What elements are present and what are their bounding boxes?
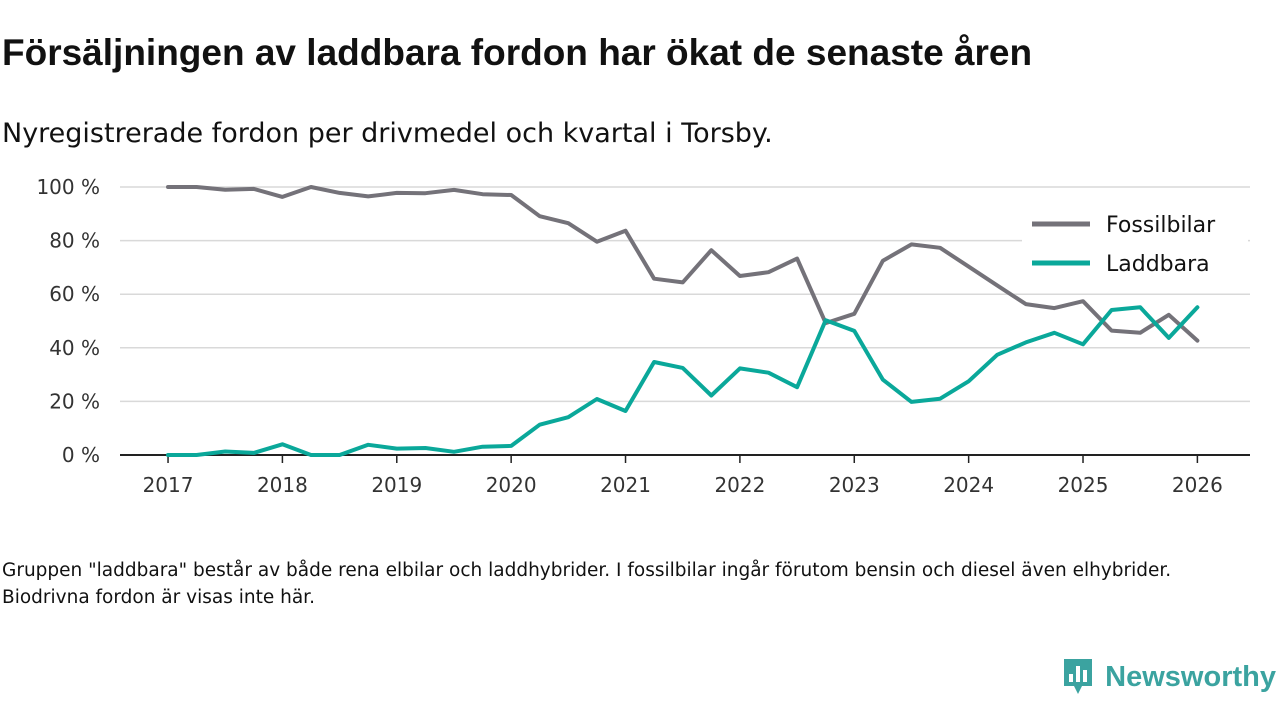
x-tick-label: 2024 (943, 473, 994, 497)
chart-title: Försäljningen av laddbara fordon har öka… (2, 32, 1033, 73)
x-axis: 2017 2018 2019 2020 2021 2022 2023 2024 2025 2026 (120, 454, 1250, 497)
legend-label-fossilbilar: Fossilbilar (1106, 213, 1216, 238)
series-line-fossilbilar (166, 185, 1200, 343)
x-tick-label: 2018 (257, 473, 308, 497)
newsworthy-logo-icon (1064, 659, 1093, 694)
x-tick-label: 2022 (714, 473, 765, 497)
y-tick-label: 100 % (36, 175, 100, 199)
chart-subtitle: Nyregistrerade fordon per drivmedel och … (2, 118, 773, 149)
x-tick-label: 2023 (829, 473, 880, 497)
x-tick-label: 2025 (1058, 473, 1109, 497)
brand-logo[interactable]: Newsworthy (1061, 655, 1276, 699)
legend: Fossilbilar Laddbara (1022, 203, 1248, 285)
footnote: Gruppen "laddbara" består av både rena e… (2, 560, 1172, 608)
x-tick-label: 2021 (600, 473, 651, 497)
brand-name: Newsworthy (1105, 660, 1276, 693)
x-tick-label: 2017 (143, 473, 194, 497)
legend-label-laddbara: Laddbara (1106, 252, 1210, 277)
x-tick-label: 2026 (1172, 473, 1223, 497)
legend-background (1022, 203, 1248, 285)
y-axis-tick-labels: 0 % 20 % 40 % 60 % 80 % 100 % (36, 175, 100, 467)
x-tick-label: 2019 (371, 473, 422, 497)
y-tick-label: 0 % (62, 443, 100, 467)
series-lines (166, 185, 1200, 457)
line-chart: 0 % 20 % 40 % 60 % 80 % 100 % 2017 2018 2019 202… (36, 175, 1250, 497)
series-line-laddbara (166, 305, 1200, 457)
y-tick-label: 60 % (49, 282, 100, 306)
x-tick-label: 2020 (486, 473, 537, 497)
y-tick-label: 20 % (49, 389, 100, 413)
y-tick-label: 40 % (49, 336, 100, 360)
y-tick-label: 80 % (49, 229, 100, 253)
